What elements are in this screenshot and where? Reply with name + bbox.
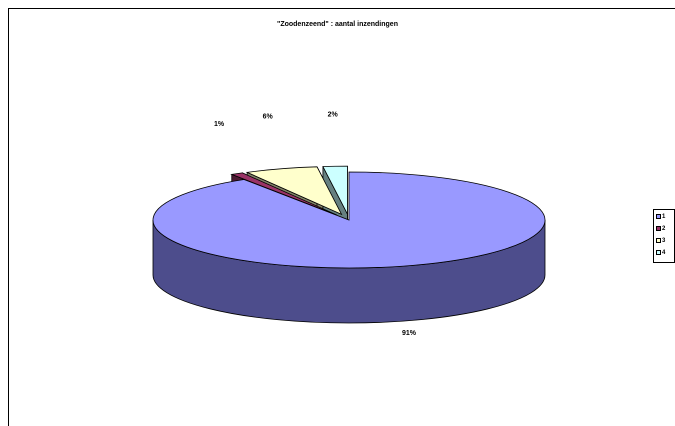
legend-label-3: 3 [662,237,666,244]
data-label-2: 1% [214,121,225,128]
data-label-3: 6% [263,114,274,121]
legend-item-2: 2 [654,223,674,234]
legend-swatch-2 [656,226,661,231]
legend-label-1: 1 [662,213,666,220]
legend-item-4: 4 [654,247,674,258]
pie-slice-4 [322,165,348,215]
chart-title: "Zoodenzeend" : aantal inzendingen [277,21,398,28]
legend-label-4: 4 [662,249,666,256]
legend-item-1: 1 [654,211,674,222]
legend-label-2: 2 [662,225,666,232]
pie-slice-2 [230,172,337,216]
data-label-1: 91% [402,330,417,337]
pie-slice-1 [152,171,546,269]
chart-legend: 1 2 3 4 [653,209,675,263]
data-label-4: 2% [328,112,339,119]
pie-slice-3 [245,166,343,216]
legend-item-3: 3 [654,235,674,246]
legend-swatch-3 [656,238,661,243]
legend-swatch-1 [656,214,661,219]
legend-swatch-4 [656,250,661,255]
